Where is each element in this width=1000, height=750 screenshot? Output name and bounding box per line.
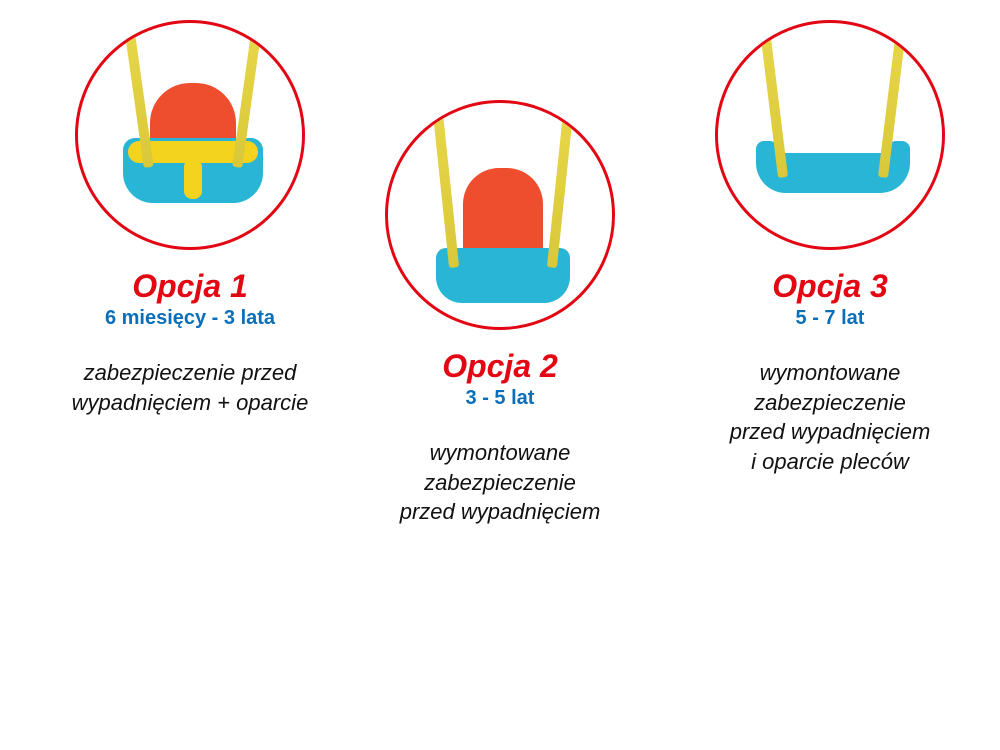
option-2: Opcja 2 3 - 5 lat wymontowanezabezpiecze… [370,100,630,527]
option-3-age: 5 - 7 lat [700,307,960,330]
option-3-desc: wymontowanezabezpieczenieprzed wypadnięc… [700,358,960,477]
option-2-image [385,100,615,330]
option-3: Opcja 3 5 - 7 lat wymontowanezabezpiecze… [700,20,960,477]
option-2-desc: wymontowanezabezpieczenieprzed wypadnięc… [370,438,630,527]
option-1-age: 6 miesięcy - 3 lata [60,307,320,330]
option-2-title: Opcja 2 [370,348,630,385]
option-3-image [715,20,945,250]
option-3-title: Opcja 3 [700,268,960,305]
option-1-desc: zabezpieczenie przedwypadnięciem + oparc… [60,358,320,417]
option-2-age: 3 - 5 lat [370,387,630,410]
option-1-title: Opcja 1 [60,268,320,305]
option-1: Opcja 1 6 miesięcy - 3 lata zabezpieczen… [60,20,320,417]
option-1-image [75,20,305,250]
